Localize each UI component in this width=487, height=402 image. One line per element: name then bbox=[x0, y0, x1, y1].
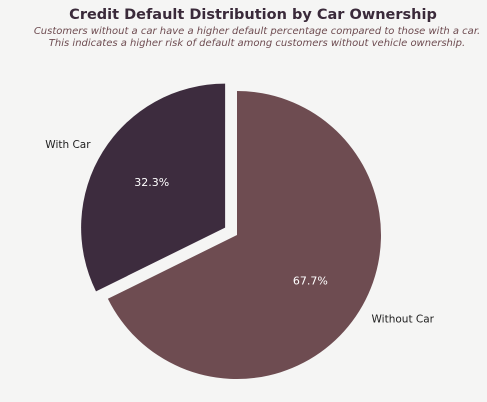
pie-slice-without-car bbox=[107, 91, 381, 380]
pie-labels: 67.7% Without Car 32.3% With Car bbox=[45, 139, 434, 326]
chart-subtitle-line-2: This indicates a higher risk of default … bbox=[49, 38, 465, 49]
chart-subtitle-line-1: Customers without a car have a higher de… bbox=[34, 26, 480, 37]
pie-category-label: Without Car bbox=[372, 314, 435, 326]
chart-title: Credit Default Distribution by Car Owner… bbox=[69, 7, 437, 23]
pie-category-label: With Car bbox=[45, 139, 91, 151]
pie-slice-with-car bbox=[81, 83, 226, 292]
pie-pct-label: 32.3% bbox=[134, 176, 169, 189]
pie-pct-label: 67.7% bbox=[293, 275, 328, 288]
pie-slices bbox=[81, 83, 381, 380]
